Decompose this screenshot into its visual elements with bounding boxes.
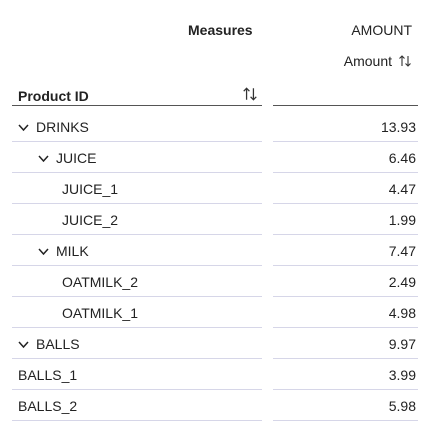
row-label: BALLS_1 — [18, 367, 78, 383]
value-cell: 13.93 — [273, 111, 418, 142]
row-header-cell[interactable]: BALLS — [12, 328, 262, 359]
row-header-cell[interactable]: MILK — [12, 235, 262, 266]
row-header-cell: OATMILK_1 — [12, 297, 262, 328]
table-row: JUICE_2 1.99 — [12, 204, 418, 235]
row-label: JUICE_2 — [62, 212, 119, 228]
row-label: JUICE — [56, 150, 97, 166]
table-row: OATMILK_1 4.98 — [12, 297, 418, 328]
table-row: BALLS_1 3.99 — [12, 359, 418, 390]
row-header-cell[interactable]: DRINKS — [12, 111, 262, 142]
row-label: OATMILK_2 — [62, 274, 138, 290]
row-label: DRINKS — [36, 119, 89, 135]
row-value: 13.93 — [380, 119, 416, 135]
table-row: JUICE_1 4.47 — [12, 173, 418, 204]
row-header-cell[interactable]: JUICE — [12, 142, 262, 173]
header-divider-left — [12, 105, 262, 106]
product-id-header: Product ID — [18, 88, 89, 104]
chevron-down-icon[interactable] — [18, 123, 29, 132]
row-value: 2.49 — [388, 274, 416, 290]
row-label: BALLS — [36, 336, 80, 352]
sort-icon[interactable] — [398, 54, 412, 68]
value-cell: 9.97 — [273, 328, 418, 359]
row-header-cell: JUICE_1 — [12, 173, 262, 204]
row-value: 1.99 — [388, 212, 416, 228]
product-id-sort-icon[interactable] — [242, 86, 258, 102]
amount-measure-header: AMOUNT — [351, 22, 412, 38]
value-cell: 1.99 — [273, 204, 418, 235]
row-header-cell: BALLS_2 — [12, 390, 262, 421]
row-value: 7.47 — [388, 243, 416, 259]
row-header-cell: BALLS_1 — [12, 359, 262, 390]
table-row: BALLS_2 5.98 — [12, 390, 418, 421]
row-value: 4.47 — [388, 181, 416, 197]
row-value: 9.97 — [388, 336, 416, 352]
row-value: 4.98 — [388, 305, 416, 321]
row-header-cell: JUICE_2 — [12, 204, 262, 235]
value-cell: 7.47 — [273, 235, 418, 266]
table-row: BALLS 9.97 — [12, 328, 418, 359]
amount-sub-label: Amount — [343, 53, 392, 69]
table-row: DRINKS 13.93 — [12, 111, 418, 142]
row-value: 6.46 — [388, 150, 416, 166]
value-cell: 3.99 — [273, 359, 418, 390]
measures-label: Measures — [188, 22, 253, 38]
value-cell: 6.46 — [273, 142, 418, 173]
row-value: 5.98 — [388, 398, 416, 414]
header-divider-right — [273, 105, 418, 106]
table-row: OATMILK_2 2.49 — [12, 266, 418, 297]
row-label: JUICE_1 — [62, 181, 119, 197]
row-label: BALLS_2 — [18, 398, 78, 414]
value-cell: 4.47 — [273, 173, 418, 204]
chevron-down-icon[interactable] — [38, 154, 49, 163]
amount-sub-header[interactable]: Amount — [344, 53, 412, 69]
table-row: JUICE 6.46 — [12, 142, 418, 173]
chevron-down-icon[interactable] — [38, 247, 49, 256]
row-header-cell: OATMILK_2 — [12, 266, 262, 297]
pivot-table-body: DRINKS 13.93 JUICE 6.46 JUICE_1 4.47 JUI… — [12, 111, 418, 421]
value-cell: 2.49 — [273, 266, 418, 297]
row-label: OATMILK_1 — [62, 305, 138, 321]
chevron-down-icon[interactable] — [18, 340, 29, 349]
row-value: 3.99 — [388, 367, 416, 383]
value-cell: 5.98 — [273, 390, 418, 421]
value-cell: 4.98 — [273, 297, 418, 328]
row-label: MILK — [56, 243, 89, 259]
table-row: MILK 7.47 — [12, 235, 418, 266]
